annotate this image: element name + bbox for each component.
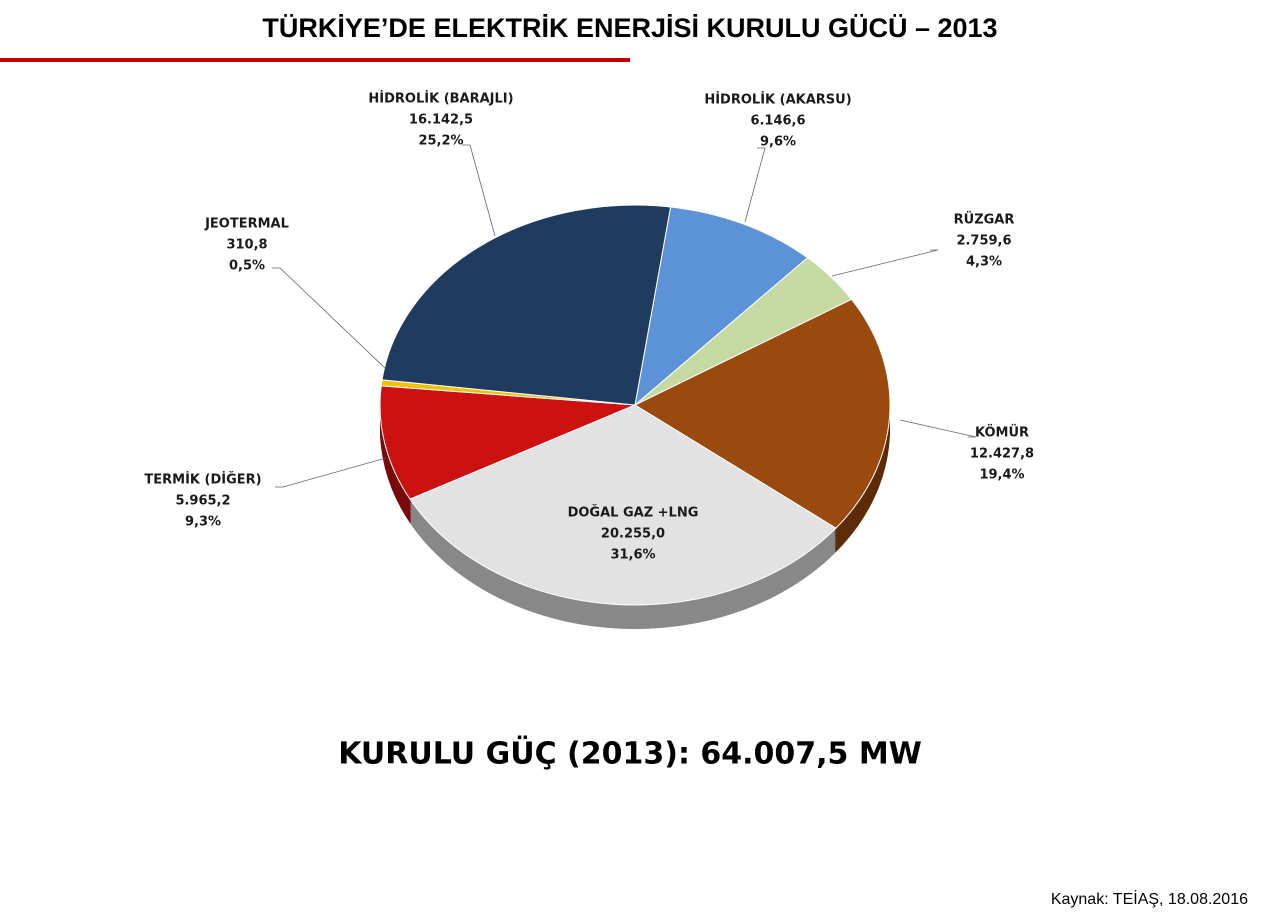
percent-label: 9,6%: [760, 135, 796, 150]
leader-line: [272, 267, 386, 369]
leader-line: [462, 144, 496, 237]
slice-label: TERMİK (DİĞER): [144, 472, 261, 488]
percent-label: 19,4%: [979, 468, 1024, 483]
total-label: KURULU GÜÇ (2013): 64.007,5 MW: [338, 735, 922, 772]
percent-label: 31,6%: [610, 548, 655, 563]
leader-line: [744, 147, 766, 223]
slice-label: KÖMÜR: [975, 425, 1029, 441]
value-label: 2.759,6: [956, 234, 1011, 249]
slice-label: HİDROLİK (AKARSU): [704, 92, 851, 108]
slice-label: DOĞAL GAZ +LNG: [568, 505, 699, 521]
value-label: 16.142,5: [409, 113, 473, 128]
pie: [379, 204, 891, 630]
percent-label: 0,5%: [229, 259, 265, 274]
slice: [634, 206, 809, 407]
slice: [379, 385, 636, 500]
slice: [381, 204, 672, 406]
slice-label: HİDROLİK (BARAJLI): [368, 91, 513, 107]
chart-title: TÜRKİYE’DE ELEKTRİK ENERJİSİ KURULU GÜCÜ…: [262, 13, 997, 43]
value-label: 5.965,2: [175, 494, 230, 509]
leader-line: [275, 457, 387, 488]
value-label: 12.427,8: [970, 447, 1034, 462]
value-label: 20.255,0: [601, 527, 665, 542]
percent-label: 25,2%: [418, 134, 463, 149]
percent-label: 9,3%: [185, 515, 221, 530]
value-label: 6.146,6: [750, 114, 805, 129]
slice-label: JEOTERMAL: [204, 217, 289, 232]
slice-label: RÜZGAR: [954, 212, 1015, 228]
leader-line: [899, 419, 977, 438]
leader-line: [831, 249, 939, 277]
percent-label: 4,3%: [966, 255, 1002, 270]
slice: [633, 298, 891, 529]
source: Kaynak: TEİAŞ, 18.08.2016: [1051, 889, 1248, 908]
value-label: 310,8: [226, 238, 267, 253]
